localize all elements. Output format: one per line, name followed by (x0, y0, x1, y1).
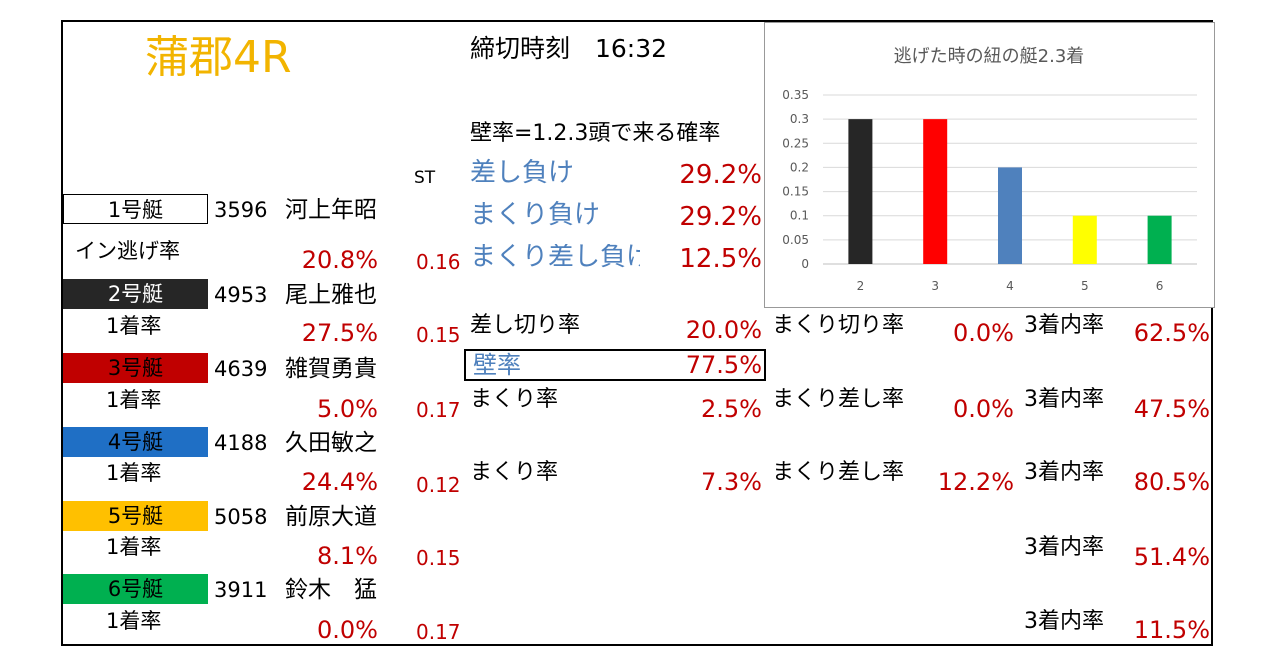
top3-value: 11.5% (1133, 616, 1210, 644)
makuri-label: まくり率 (470, 460, 559, 485)
wall-rate-value: 77.5% (685, 351, 762, 379)
x-tick-label: 4 (1006, 279, 1014, 293)
y-tick-label: 0 (801, 257, 809, 271)
boat-3-badge: 3号艇 (63, 353, 208, 383)
top3-label: 3着内率 (1024, 609, 1104, 634)
bar (923, 119, 948, 265)
y-tick-label: 0.35 (782, 88, 809, 102)
boat-6-stat: 0.0% (317, 616, 378, 644)
x-tick-label: 2 (857, 279, 865, 293)
x-tick-label: 6 (1156, 279, 1164, 293)
sheet-frame (61, 20, 1213, 646)
wall-row-value: 29.2% (679, 160, 762, 190)
makurisashi-value: 12.2% (937, 468, 1014, 496)
boat-6-reg: 3911 (214, 578, 268, 602)
y-tick-label: 0.3 (790, 112, 809, 126)
bar-chart: 逃げた時の紐の艇2.3着 0 0.05 0.1 0.15 0.2 0.25 0.3 0.35 2 3… (782, 46, 1197, 293)
top3-label: 3着内率 (1024, 313, 1104, 338)
wall-row-label: 差し負け (470, 158, 575, 188)
wall-row-value: 29.2% (679, 202, 762, 232)
boat-4-st: 0.12 (416, 473, 461, 497)
wall-rate-label: 壁率 (473, 351, 521, 379)
boat-1-badge: 1号艇 (63, 194, 208, 224)
chart-title: 逃げた時の紐の艇2.3着 (894, 46, 1085, 67)
boat-4-stat-label: 1着率 (106, 461, 162, 485)
venue-title: 蒲郡4R (145, 32, 292, 83)
boat-1-stat-label: イン逃げ率 (75, 239, 180, 263)
boat-2-reg: 4953 (214, 283, 268, 307)
x-tick-label: 3 (931, 279, 939, 293)
chart-panel: 逃げた時の紐の艇2.3着 0 0.05 0.1 0.15 0.2 0.25 0.3 0.35 2 3… (764, 22, 1215, 308)
boat-3-reg: 4639 (214, 357, 268, 381)
y-tick-label: 0.25 (782, 136, 809, 150)
boat-1-name: 河上年昭 (285, 197, 377, 223)
top3-label: 3着内率 (1024, 387, 1104, 412)
boat-6-name: 鈴木 猛 (285, 577, 377, 603)
boat-5-stat: 8.1% (317, 542, 378, 570)
boat-4-badge: 4号艇 (63, 427, 208, 457)
wall-rate-box (464, 349, 766, 381)
boat-5-stat-label: 1着率 (106, 535, 162, 559)
wall-row-label: まくり負け (470, 200, 601, 230)
boat-3-name: 雑賀勇貴 (285, 356, 377, 382)
y-tick-label: 0.1 (790, 209, 809, 223)
makurisashi-value: 0.0% (953, 395, 1014, 423)
deadline-time: 締切時刻 16:32 (470, 34, 668, 63)
boat-1-stat: 20.8% (301, 246, 378, 274)
top3-value: 80.5% (1133, 468, 1210, 496)
wall-row-label: まくり差し負け (470, 244, 640, 272)
makuri-value: 2.5% (701, 395, 762, 423)
boat-6-stat-label: 1着率 (106, 609, 162, 633)
top3-label: 3着内率 (1024, 535, 1104, 560)
boat-5-reg: 5058 (214, 505, 268, 529)
bar (998, 167, 1022, 264)
y-tick-label: 0.15 (782, 185, 809, 199)
bar (1147, 215, 1172, 264)
boat-5-name: 前原大道 (285, 504, 377, 530)
boat-4-reg: 4188 (214, 431, 268, 455)
sashikiri-label: 差し切り率 (470, 313, 581, 338)
makurikiri-value: 0.0% (953, 319, 1014, 347)
makurisashi-label: まくり差し率 (772, 460, 905, 485)
top3-value: 47.5% (1133, 395, 1210, 423)
wall-row-value: 12.5% (679, 244, 762, 274)
boat-2-st: 0.15 (416, 323, 461, 347)
top3-label: 3着内率 (1024, 460, 1104, 485)
y-tick-label: 0.2 (790, 160, 809, 174)
boat-3-st: 0.17 (416, 398, 461, 422)
top3-value: 51.4% (1133, 543, 1210, 571)
boat-2-stat: 27.5% (301, 319, 378, 347)
boat-4-stat: 24.4% (301, 468, 378, 496)
boat-5-badge: 5号艇 (63, 501, 208, 531)
boat-5-st: 0.15 (416, 546, 461, 570)
boat-3-stat-label: 1着率 (106, 388, 162, 412)
bar (1072, 215, 1097, 264)
top3-value: 62.5% (1133, 319, 1210, 347)
bar (848, 119, 873, 265)
makuri-label: まくり率 (470, 387, 559, 412)
x-tick-label: 5 (1081, 279, 1089, 293)
makuri-value: 7.3% (701, 468, 762, 496)
boat-1-st: 0.16 (416, 250, 461, 274)
makurikiri-label: まくり切り率 (772, 313, 905, 338)
boat-4-name: 久田敏之 (285, 430, 377, 456)
boat-2-stat-label: 1着率 (106, 314, 162, 338)
boat-1-reg: 3596 (214, 198, 268, 222)
boat-2-name: 尾上雅也 (285, 282, 377, 308)
makurisashi-label: まくり差し率 (772, 387, 905, 412)
boat-2-badge: 2号艇 (63, 279, 208, 309)
boat-3-stat: 5.0% (317, 395, 378, 423)
sashikiri-value: 20.0% (685, 316, 762, 344)
boat-6-st: 0.17 (416, 620, 461, 644)
st-header: ST (414, 168, 436, 188)
y-tick-label: 0.05 (782, 233, 809, 247)
wall-header: 壁率=1.2.3頭で来る確率 (470, 121, 721, 146)
boat-6-badge: 6号艇 (63, 574, 208, 604)
